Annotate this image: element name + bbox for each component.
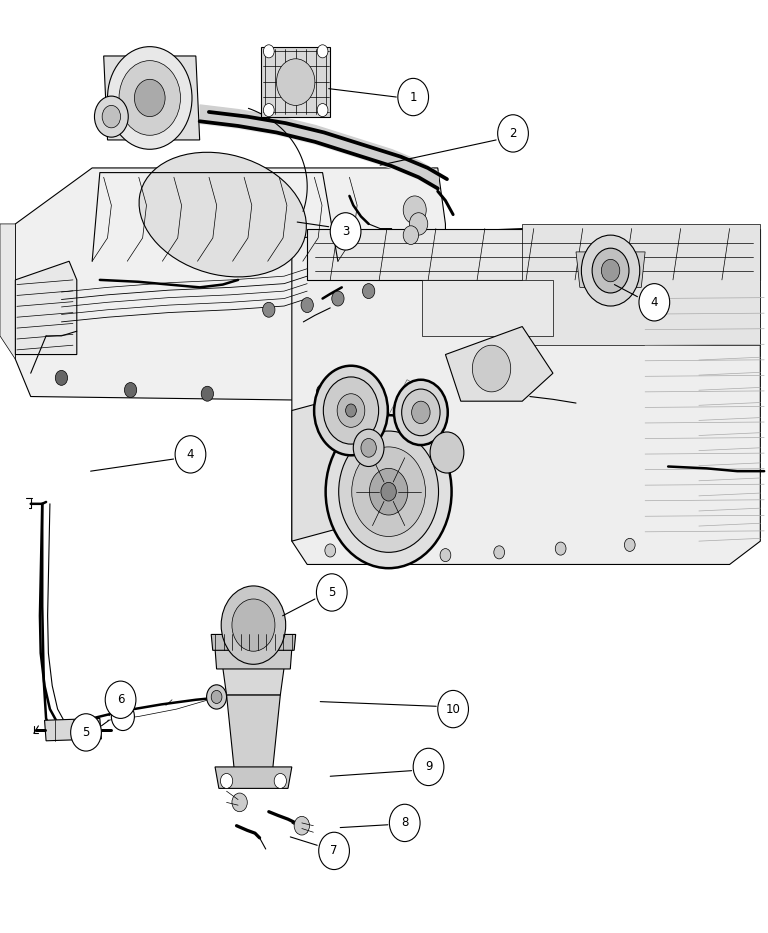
Text: 5: 5 — [82, 726, 90, 739]
Circle shape — [201, 386, 214, 401]
Circle shape — [319, 832, 349, 870]
Polygon shape — [211, 634, 296, 650]
Polygon shape — [307, 229, 760, 280]
Circle shape — [207, 685, 227, 709]
Circle shape — [581, 235, 640, 306]
Circle shape — [494, 546, 505, 559]
Text: 6: 6 — [117, 693, 124, 706]
Text: 4: 4 — [650, 296, 658, 309]
Text: 3: 3 — [342, 225, 349, 238]
Polygon shape — [15, 168, 445, 401]
Circle shape — [353, 429, 384, 466]
Circle shape — [394, 380, 448, 445]
Circle shape — [232, 793, 247, 812]
Text: 1: 1 — [409, 91, 417, 104]
Circle shape — [639, 284, 670, 321]
Circle shape — [276, 59, 315, 105]
Circle shape — [326, 415, 452, 568]
Circle shape — [316, 384, 329, 399]
Text: 7: 7 — [330, 844, 338, 857]
Circle shape — [102, 105, 121, 128]
Circle shape — [369, 468, 408, 515]
Circle shape — [71, 714, 101, 751]
Circle shape — [409, 213, 428, 235]
Polygon shape — [0, 224, 15, 359]
Circle shape — [274, 773, 286, 788]
Circle shape — [94, 96, 128, 137]
Text: 2: 2 — [509, 127, 517, 140]
Text: 8: 8 — [401, 816, 409, 829]
Circle shape — [592, 248, 629, 293]
Circle shape — [55, 370, 68, 385]
Circle shape — [362, 284, 375, 299]
Polygon shape — [15, 261, 77, 355]
Polygon shape — [422, 280, 553, 336]
Circle shape — [624, 538, 635, 551]
Text: 10: 10 — [445, 703, 461, 716]
Circle shape — [402, 389, 440, 436]
Circle shape — [389, 804, 420, 842]
Circle shape — [398, 78, 429, 116]
Polygon shape — [215, 648, 292, 669]
Polygon shape — [223, 667, 284, 695]
Circle shape — [601, 259, 620, 282]
Circle shape — [323, 377, 379, 444]
Circle shape — [403, 226, 419, 244]
Circle shape — [105, 681, 136, 718]
Text: 5: 5 — [328, 586, 336, 599]
Circle shape — [361, 439, 376, 457]
Circle shape — [314, 366, 388, 455]
Polygon shape — [45, 718, 101, 741]
Circle shape — [317, 45, 328, 58]
Circle shape — [379, 546, 389, 559]
Circle shape — [301, 298, 313, 313]
Circle shape — [339, 431, 439, 552]
Circle shape — [108, 47, 192, 149]
Circle shape — [325, 544, 336, 557]
Circle shape — [263, 45, 274, 58]
Polygon shape — [445, 327, 553, 401]
Circle shape — [352, 447, 425, 536]
Polygon shape — [576, 252, 645, 287]
Circle shape — [403, 196, 426, 224]
Circle shape — [330, 213, 361, 250]
Circle shape — [294, 816, 310, 835]
Text: 9: 9 — [425, 760, 432, 773]
Circle shape — [119, 61, 180, 135]
Polygon shape — [104, 56, 200, 140]
Circle shape — [221, 586, 286, 664]
Circle shape — [472, 345, 511, 392]
Polygon shape — [261, 47, 330, 117]
Text: 4: 4 — [187, 448, 194, 461]
Circle shape — [337, 394, 365, 427]
Circle shape — [438, 690, 468, 728]
Circle shape — [412, 401, 430, 424]
Polygon shape — [215, 767, 292, 788]
Circle shape — [430, 432, 464, 473]
Ellipse shape — [139, 152, 306, 277]
Circle shape — [211, 690, 222, 703]
Circle shape — [555, 542, 566, 555]
Polygon shape — [292, 392, 361, 541]
Circle shape — [220, 773, 233, 788]
Polygon shape — [227, 695, 280, 770]
Circle shape — [175, 436, 206, 473]
Circle shape — [381, 482, 396, 501]
Circle shape — [498, 115, 528, 152]
Circle shape — [316, 574, 347, 611]
Circle shape — [232, 599, 275, 651]
Circle shape — [263, 302, 275, 317]
Circle shape — [124, 383, 137, 397]
Circle shape — [263, 104, 274, 117]
Circle shape — [332, 291, 344, 306]
Circle shape — [134, 79, 165, 117]
Circle shape — [440, 549, 451, 562]
Circle shape — [317, 104, 328, 117]
Circle shape — [413, 748, 444, 786]
Circle shape — [111, 703, 134, 731]
Polygon shape — [292, 229, 760, 564]
Polygon shape — [522, 224, 760, 345]
Circle shape — [346, 404, 356, 417]
